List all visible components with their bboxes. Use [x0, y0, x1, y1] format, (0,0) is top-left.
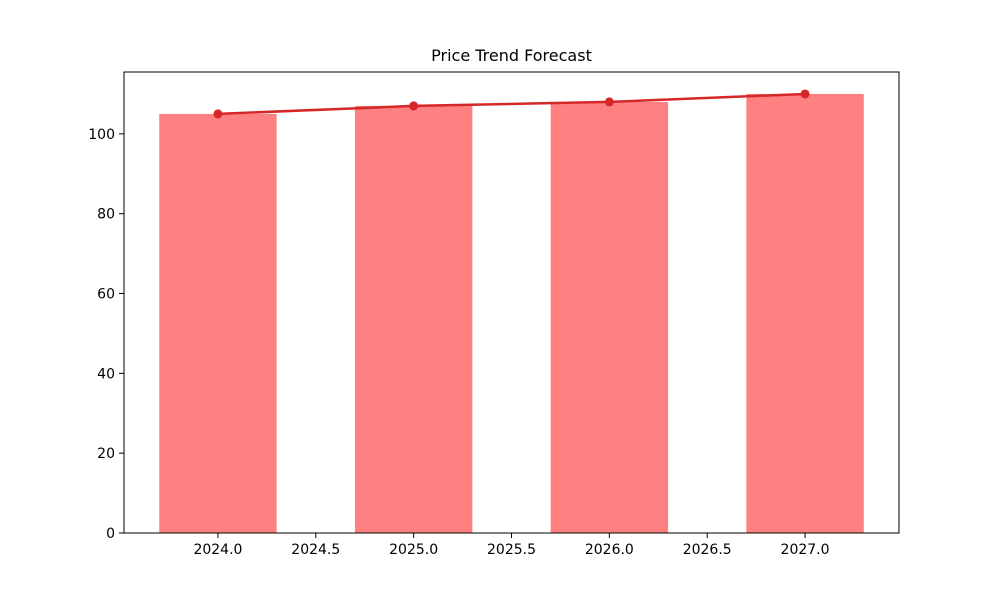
y-tick-label: 0 [106, 526, 115, 542]
y-tick-label: 100 [88, 127, 115, 143]
y-tick-label: 20 [97, 446, 115, 462]
x-tick-label: 2024.0 [193, 542, 242, 558]
bar-2027 [746, 93, 864, 533]
marker-2025 [409, 101, 419, 111]
x-tick-label: 2024.5 [291, 542, 340, 558]
bar-2025 [354, 105, 473, 534]
x-tick-label: 2025.5 [487, 542, 536, 558]
x-tick-label: 2026.5 [683, 542, 732, 558]
x-tick-label: 2027.0 [781, 542, 830, 558]
trend-line [216, 92, 807, 116]
marker-2027 [800, 89, 810, 99]
y-tick-label: 80 [97, 207, 115, 223]
marker-2024 [213, 109, 223, 119]
x-tick-label: 2026.0 [585, 542, 634, 558]
chart-title: Price Trend Forecast [431, 46, 592, 65]
x-tick-label: 2025.0 [389, 542, 438, 558]
bar-2026 [550, 101, 669, 534]
marker-2026 [604, 97, 614, 107]
y-tick-label: 60 [97, 287, 115, 303]
y-tick-label: 40 [97, 366, 115, 382]
bar-2024 [159, 113, 277, 533]
